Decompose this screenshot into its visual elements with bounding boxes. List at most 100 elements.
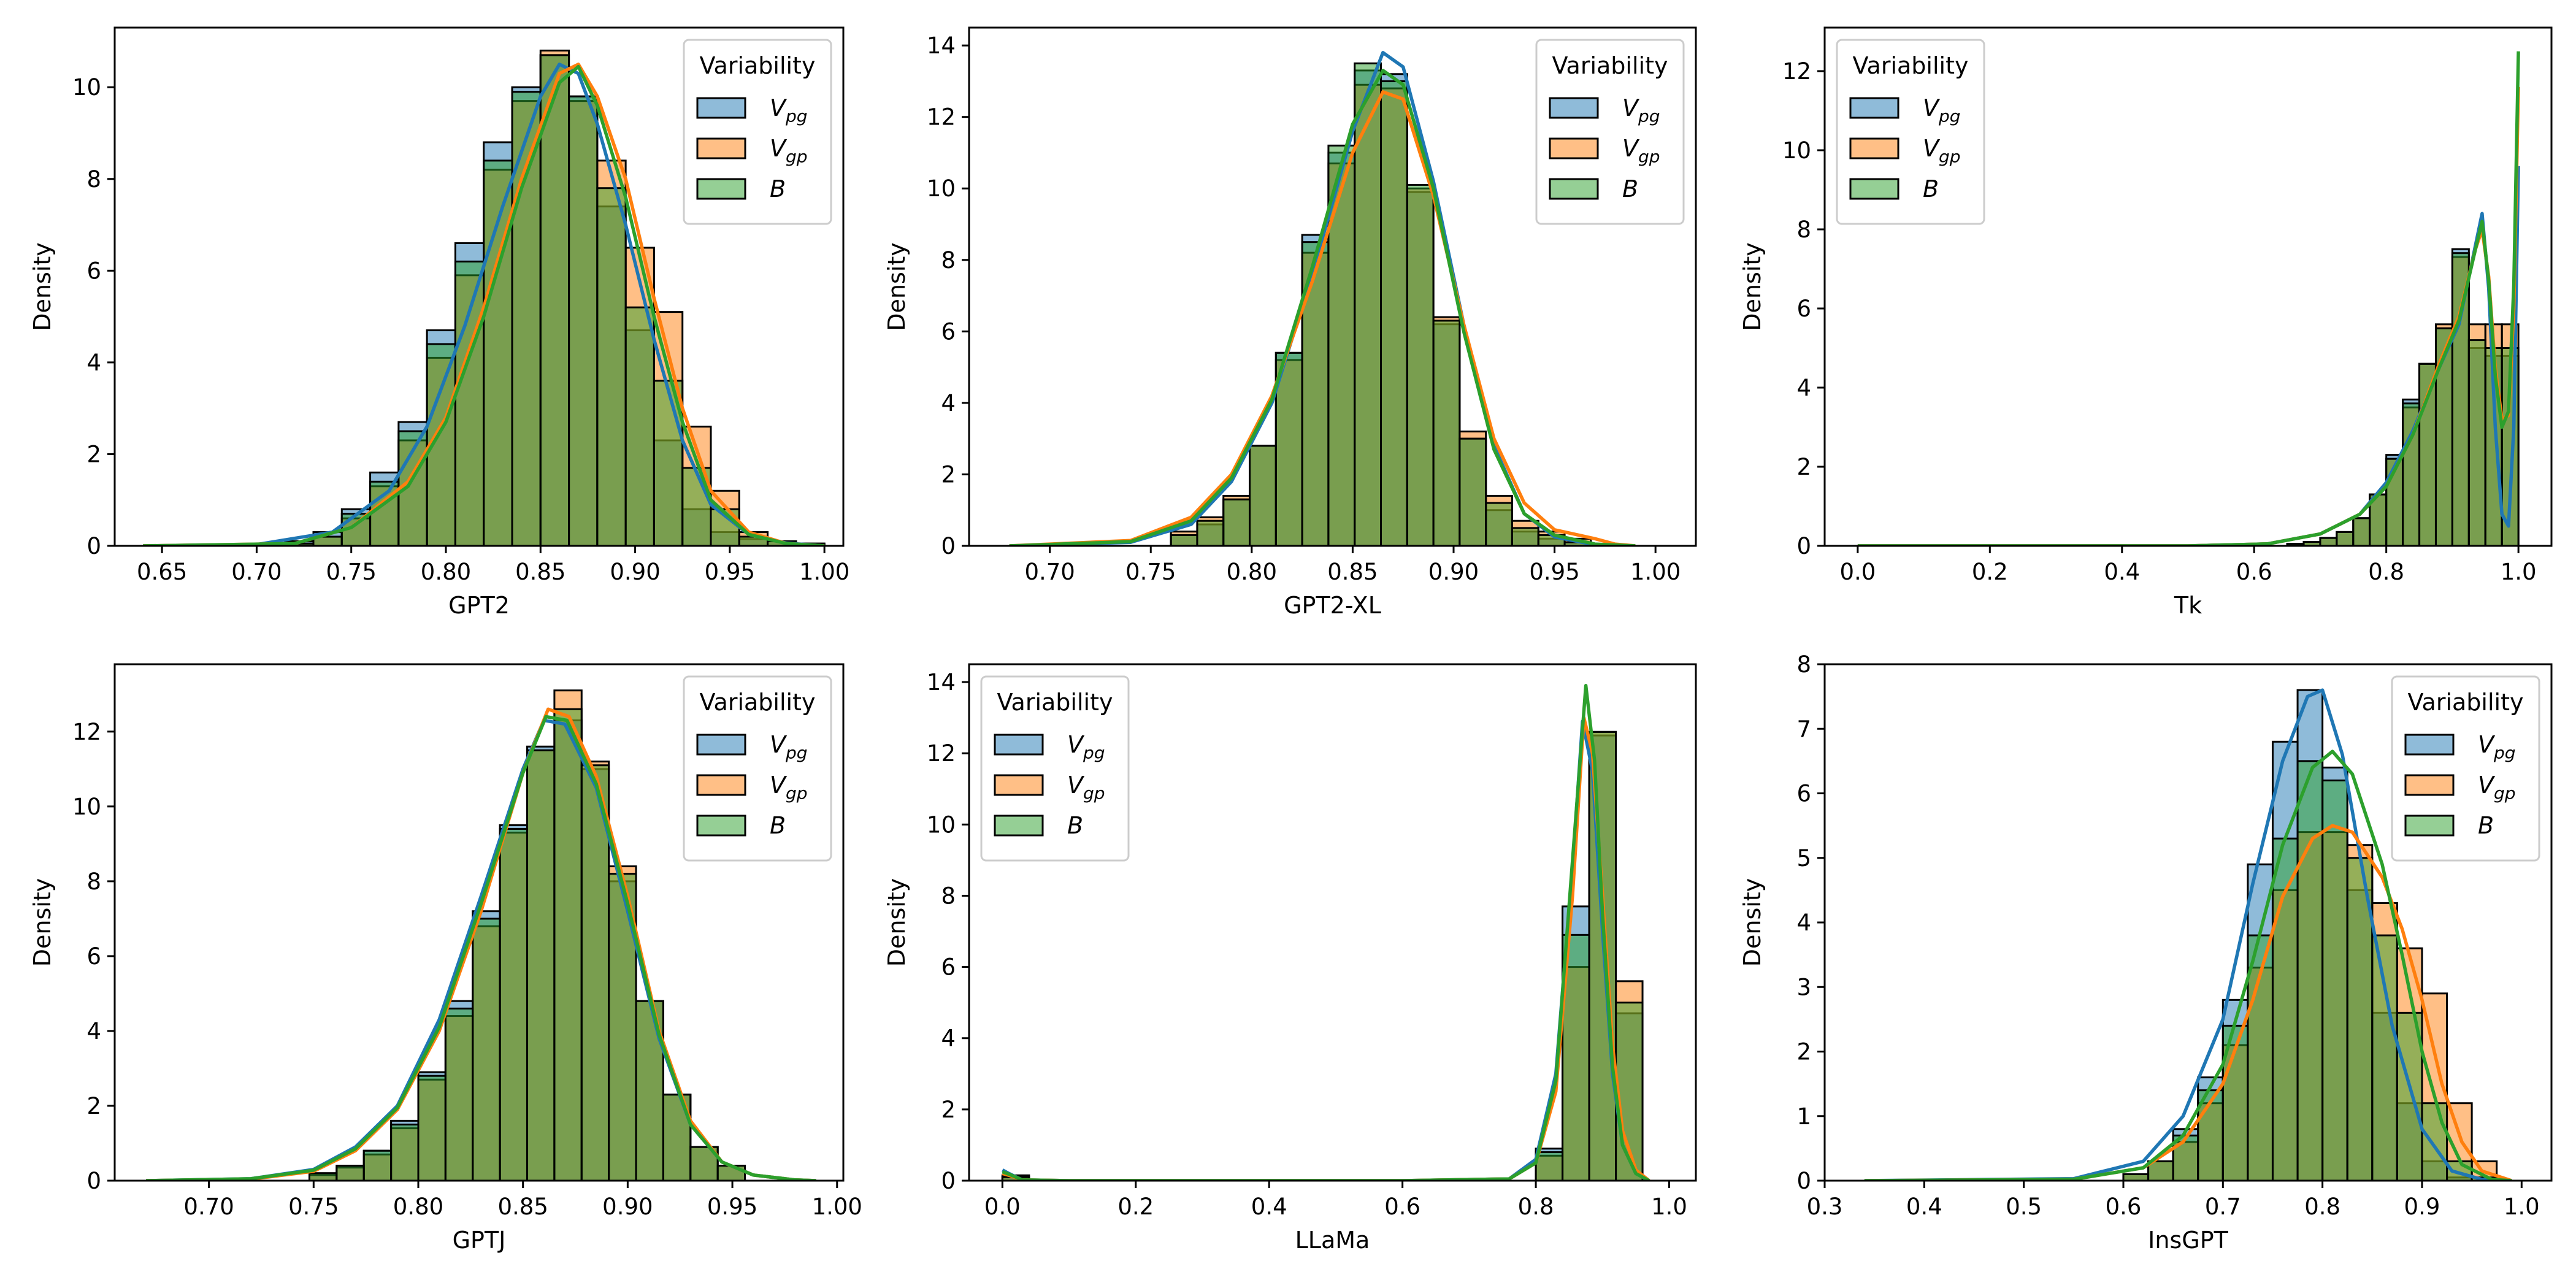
x-tick-label: 0.6: [2236, 559, 2272, 585]
x-tick-label: 0.85: [497, 1194, 548, 1220]
legend-label: B: [1067, 812, 1083, 839]
x-tick-label: 0.70: [183, 1194, 234, 1220]
y-axis-label: Density: [29, 242, 56, 331]
y-tick-label: 0: [1796, 533, 1811, 559]
y-tick-label: 2: [1796, 454, 1811, 480]
legend-swatch: [994, 734, 1044, 756]
hist-bar: [1275, 351, 1303, 546]
legend: Variability Vpg Vgp B: [683, 39, 832, 225]
legend-label: B: [770, 175, 786, 202]
y-tick-label: 6: [1796, 781, 1811, 807]
hist-bar: [2421, 1102, 2448, 1181]
y-tick-label: 8: [86, 868, 101, 895]
y-tick-label: 4: [1796, 375, 1811, 401]
y-tick-label: 3: [1796, 974, 1811, 1000]
hist-bar: [2147, 1160, 2174, 1181]
y-axis-label: Density: [29, 878, 56, 967]
x-tick-label: 0.70: [1024, 559, 1075, 585]
legend-box: [1535, 39, 1685, 225]
legend: Variability Vpg Vgp B: [2391, 675, 2540, 862]
y-tick-label: 4: [941, 390, 956, 416]
y-tick-label: 12: [927, 740, 956, 767]
x-tick-label: 0.90: [1428, 559, 1479, 585]
hist-bar: [1535, 1151, 1564, 1181]
y-tick-label: 10: [1782, 137, 1811, 164]
y-tick-label: 10: [72, 74, 101, 101]
x-tick-label: 0.80: [1227, 559, 1277, 585]
legend-title: Variability: [1853, 52, 1969, 79]
axes-frame: [113, 26, 845, 547]
hist-bar: [2122, 1173, 2150, 1181]
y-tick-label: 2: [941, 1097, 956, 1123]
y-axis-label: Density: [1739, 878, 1766, 967]
y-tick-label: 12: [1782, 58, 1811, 85]
legend-swatch: [696, 774, 746, 796]
kde-line-vgp: [1009, 90, 1636, 546]
x-tick-label: 1.0: [1651, 1194, 1687, 1220]
y-tick-label: 12: [72, 719, 101, 745]
x-tick-label: 0.4: [2104, 559, 2140, 585]
y-tick-label: 7: [1796, 716, 1811, 742]
y-tick-label: 4: [86, 350, 101, 376]
kde-line-vpg: [1864, 688, 2512, 1181]
hist-bar: [553, 708, 583, 1181]
hist-bar: [526, 749, 556, 1181]
x-tick-label: 0.5: [2006, 1194, 2042, 1220]
panel-6: 0.3 0.4 0.5 0.6 0.7 0.8 0.9 1.0 0 1 2 3 4 5 6 7 8 InsGPT D…: [1739, 651, 2553, 1254]
legend-label: Vgp: [770, 135, 808, 167]
legend-box: [683, 675, 832, 862]
axes-frame: [113, 663, 845, 1182]
legend-swatch: [1849, 97, 1899, 119]
y-tick-label: 6: [86, 258, 101, 284]
x-tick-label: 0.85: [1327, 559, 1378, 585]
y-tick-label: 14: [927, 669, 956, 696]
axes-frame: [968, 663, 1697, 1182]
x-tick-label: 0.95: [707, 1194, 757, 1220]
hist-bar: [2352, 517, 2371, 546]
legend-title: Variability: [700, 689, 816, 716]
legend: Variability Vpg Vgp B: [980, 675, 1130, 862]
hist-bar: [596, 187, 627, 546]
hist-bar: [417, 1075, 447, 1181]
x-tick-label: 1.00: [812, 1194, 862, 1220]
legend-box: [1836, 39, 1985, 225]
x-tick-label: 0.2: [1117, 1194, 1154, 1220]
hist-bar: [454, 260, 485, 546]
x-tick-label: 1.0: [2504, 1194, 2540, 1220]
legend-label: Vpg: [770, 731, 808, 763]
hist-bar: [390, 1123, 420, 1181]
hist-bar: [1406, 183, 1435, 546]
y-tick-label: 2: [1796, 1039, 1811, 1065]
legend-label: Vgp: [2478, 772, 2516, 803]
y-tick-label: 4: [1796, 910, 1811, 936]
legend-label: B: [1923, 175, 1939, 202]
kde-line-b: [146, 715, 816, 1181]
legend-label: B: [770, 812, 786, 839]
x-tick-label: 0.70: [231, 559, 282, 585]
y-tick-label: 1: [1796, 1103, 1811, 1130]
x-axis-label: LLaMa: [1295, 1227, 1370, 1254]
y-tick-label: 4: [86, 1018, 101, 1045]
legend-swatch: [696, 734, 746, 756]
kde-line-b: [1009, 69, 1636, 546]
y-tick-label: 0: [941, 1168, 956, 1194]
plot-area: [1857, 51, 2520, 546]
x-tick-label: 0.8: [2368, 559, 2404, 585]
legend: Variability Vpg Vgp B: [683, 675, 832, 862]
hist-bar: [2396, 1011, 2423, 1181]
hist-bar: [2346, 857, 2374, 1181]
panel-5: 0.0 0.2 0.4 0.6 0.8 1.0 0 2 4 6 8 10 12 14 LLaMa Densit…: [883, 663, 1697, 1254]
hist-bar: [335, 1165, 365, 1181]
legend-swatch: [1849, 178, 1899, 200]
legend: Variability Vpg Vgp B: [1836, 39, 1985, 225]
legend-swatch: [994, 815, 1044, 837]
y-tick-label: 4: [941, 1025, 956, 1052]
hist-bar: [2434, 327, 2453, 546]
hist-bar: [2336, 531, 2355, 546]
x-tick-label: 0.3: [1807, 1194, 1843, 1220]
plot-area: [1864, 688, 2512, 1181]
x-axis-label: GPTJ: [453, 1227, 506, 1254]
x-tick-label: 0.75: [1125, 559, 1176, 585]
legend-swatch: [2404, 734, 2455, 756]
panel-4: 0.70 0.75 0.80 0.85 0.90 0.95 1.00 0 2 4 6 8 10 12 GPT…: [29, 663, 862, 1254]
